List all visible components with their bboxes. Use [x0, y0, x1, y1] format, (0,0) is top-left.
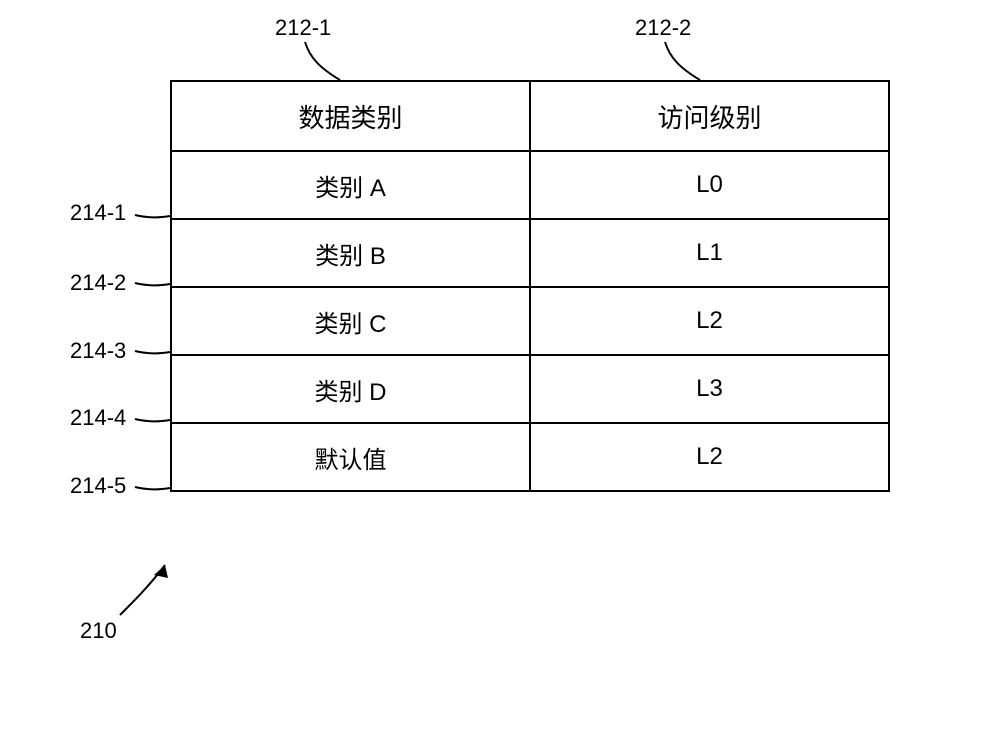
cell-level-b: L1 — [529, 220, 888, 286]
table-row: 类别 B L1 — [172, 218, 888, 286]
cell-category-b: 类别 B — [172, 220, 529, 286]
cell-category-d: 类别 D — [172, 356, 529, 422]
lead-line-214-1 — [135, 215, 170, 217]
cell-level-c: L2 — [529, 288, 888, 354]
ref-label-212-2: 212-2 — [635, 15, 691, 41]
table-row: 类别 C L2 — [172, 286, 888, 354]
cell-level-default: L2 — [529, 424, 888, 490]
lead-line-212-1 — [305, 42, 340, 80]
table-row: 默认值 L2 — [172, 422, 888, 490]
header-data-category: 数据类别 — [172, 82, 529, 150]
ref-label-214-4: 214-4 — [70, 405, 126, 431]
ref-label-214-1: 214-1 — [70, 200, 126, 226]
lead-arrow-210-head — [154, 565, 168, 578]
ref-label-214-2: 214-2 — [70, 270, 126, 296]
patent-figure-diagram: 数据类别 访问级别 类别 A L0 类别 B L1 类别 C L2 类别 D L… — [0, 0, 1000, 741]
ref-label-214-3: 214-3 — [70, 338, 126, 364]
ref-label-214-5: 214-5 — [70, 473, 126, 499]
table-row: 类别 A L0 — [172, 150, 888, 218]
lead-arrow-210-shaft — [120, 565, 165, 615]
header-access-level: 访问级别 — [529, 82, 888, 150]
lead-line-214-3 — [135, 351, 170, 353]
cell-level-a: L0 — [529, 152, 888, 218]
cell-default: 默认值 — [172, 424, 529, 490]
table-row: 类别 D L3 — [172, 354, 888, 422]
access-level-table: 数据类别 访问级别 类别 A L0 类别 B L1 类别 C L2 类别 D L… — [170, 80, 890, 492]
table-header-row: 数据类别 访问级别 — [172, 82, 888, 150]
cell-category-a: 类别 A — [172, 152, 529, 218]
lead-line-214-4 — [135, 419, 170, 421]
lead-line-212-2 — [665, 42, 700, 80]
ref-label-212-1: 212-1 — [275, 15, 331, 41]
ref-label-210: 210 — [80, 618, 117, 644]
cell-level-d: L3 — [529, 356, 888, 422]
lead-line-214-2 — [135, 283, 170, 285]
cell-category-c: 类别 C — [172, 288, 529, 354]
lead-line-214-5 — [135, 487, 170, 489]
